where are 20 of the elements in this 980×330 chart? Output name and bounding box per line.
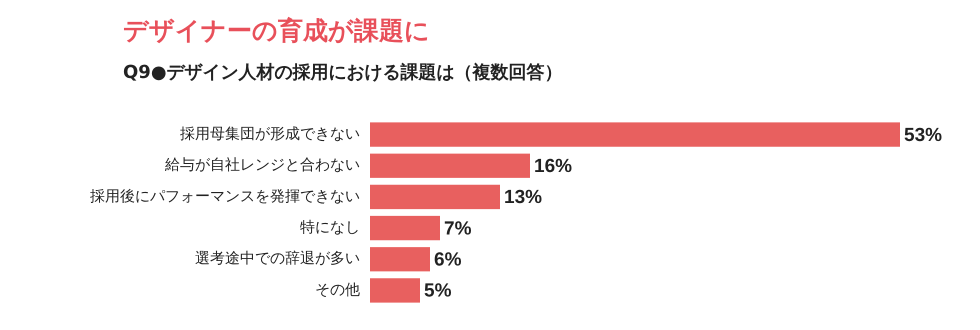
y-tick-label: その他 xyxy=(315,280,360,298)
bar xyxy=(370,122,900,147)
data-label: 7% xyxy=(444,218,472,240)
y-tick-label: 採用後にパフォーマンスを発揮できない xyxy=(90,186,360,205)
data-label: 6% xyxy=(434,249,462,270)
y-tick-label: 採用母集団が形成できない xyxy=(180,124,360,142)
y-tick-label: 給与が自社レンジと合わない xyxy=(164,156,360,174)
data-label: 13% xyxy=(504,187,542,208)
bar xyxy=(370,216,440,240)
bar xyxy=(370,278,420,303)
chart-subtitle: Q9●デザイン人材の採用における課題は（複数回答） xyxy=(123,61,563,84)
data-label: 16% xyxy=(534,156,572,177)
data-label: 53% xyxy=(904,124,942,146)
chart-title: デザイナーの育成が課題に xyxy=(123,15,430,47)
bar xyxy=(370,247,430,272)
bar xyxy=(370,154,530,178)
data-label: 5% xyxy=(424,280,452,302)
y-tick-label: 選考途中での辞退が多い xyxy=(195,249,360,268)
y-tick-label: 特になし xyxy=(300,218,360,236)
bar xyxy=(370,184,500,210)
